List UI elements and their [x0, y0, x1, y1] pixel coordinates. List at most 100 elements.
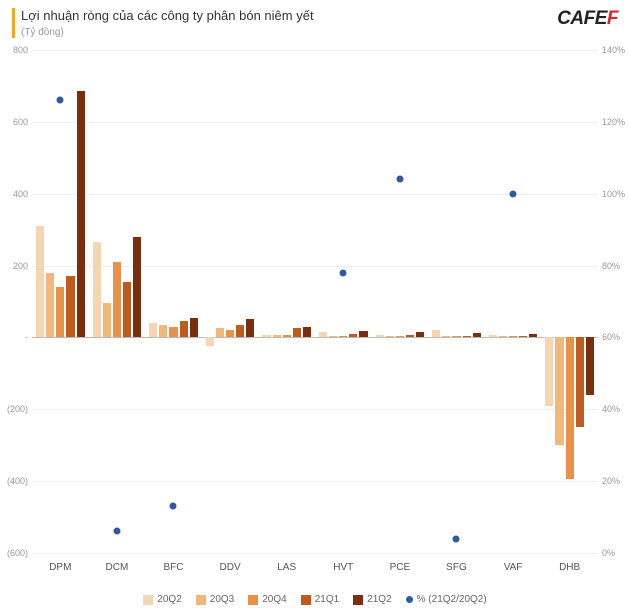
y-right-label: 140% — [602, 45, 628, 55]
bar — [36, 226, 44, 337]
y-right-label: 0% — [602, 548, 628, 558]
bar — [46, 273, 54, 338]
pct-dot — [340, 269, 347, 276]
bar-group — [145, 50, 202, 553]
bar — [273, 335, 281, 337]
bars — [432, 50, 481, 553]
bars — [36, 50, 85, 553]
bar — [206, 337, 214, 346]
bar-slot — [133, 50, 141, 553]
bar — [169, 327, 177, 337]
bar-slot — [473, 50, 481, 553]
bar-slot — [396, 50, 404, 553]
bar — [246, 319, 254, 337]
bar-slot — [246, 50, 254, 553]
bars — [262, 50, 311, 553]
bar-slot — [236, 50, 244, 553]
x-axis-label: HVT — [315, 562, 372, 573]
bar — [159, 325, 167, 338]
bar — [319, 332, 327, 337]
bar-slot — [416, 50, 424, 553]
bar — [519, 336, 527, 338]
y-right-label: 20% — [602, 476, 628, 486]
bar — [293, 328, 301, 337]
bar — [56, 287, 64, 337]
legend-item: 20Q3 — [196, 594, 234, 605]
bar — [66, 276, 74, 337]
legend-label: 21Q2 — [367, 594, 391, 605]
legend-label: 20Q4 — [262, 594, 286, 605]
bar — [416, 332, 424, 337]
y-left-label: 400 — [2, 189, 28, 199]
bar-slot — [273, 50, 281, 553]
bar-group — [315, 50, 372, 553]
bars — [376, 50, 425, 553]
y-left-label: (200) — [2, 404, 28, 414]
bar-slot — [77, 50, 85, 553]
bar-slot — [226, 50, 234, 553]
legend-swatch — [353, 595, 363, 605]
bar-slot — [442, 50, 450, 553]
bar-slot — [545, 50, 553, 553]
legend-item: 21Q1 — [301, 594, 339, 605]
bar-slot — [180, 50, 188, 553]
bar-group — [89, 50, 146, 553]
pct-dot — [57, 97, 64, 104]
bar-slot — [452, 50, 460, 553]
bar-slot — [216, 50, 224, 553]
bar-group — [541, 50, 598, 553]
bars — [149, 50, 198, 553]
bar-slot — [359, 50, 367, 553]
y-right-label: 60% — [602, 332, 628, 342]
bar — [529, 334, 537, 338]
bars — [545, 50, 594, 553]
bar-slot — [283, 50, 291, 553]
x-axis-label: DPM — [32, 562, 89, 573]
bars — [206, 50, 255, 553]
x-axis-label: SFG — [428, 562, 485, 573]
bar — [303, 327, 311, 338]
bar-slot — [149, 50, 157, 553]
chart-area: 800600400200-(200)(400)(600)140%120%100%… — [32, 50, 598, 553]
bar — [236, 325, 244, 338]
bar-slot — [555, 50, 563, 553]
x-axis-label: PCE — [372, 562, 429, 573]
bars — [319, 50, 368, 553]
bar — [432, 330, 440, 337]
bar-slot — [103, 50, 111, 553]
bar-slot — [159, 50, 167, 553]
legend-swatch — [248, 595, 258, 605]
bar — [123, 282, 131, 338]
bar — [77, 91, 85, 337]
bar-slot — [56, 50, 64, 553]
pct-dot — [510, 190, 517, 197]
bar-slot — [489, 50, 497, 553]
bar — [349, 334, 357, 338]
bar — [463, 336, 471, 338]
bar — [190, 318, 198, 338]
bars — [489, 50, 538, 553]
bar-group — [428, 50, 485, 553]
legend-label: 21Q1 — [315, 594, 339, 605]
cafef-logo: CAFEF — [557, 8, 618, 30]
bar — [566, 337, 574, 479]
legend-swatch — [301, 595, 311, 605]
bar — [406, 335, 414, 338]
y-right-label: 120% — [602, 117, 628, 127]
y-left-label: (400) — [2, 476, 28, 486]
bar-slot — [529, 50, 537, 553]
legend-label: 20Q2 — [157, 594, 181, 605]
chart-title: Lợi nhuận ròng của các công ty phân bón … — [21, 8, 314, 25]
bar — [576, 337, 584, 427]
bar-group — [485, 50, 542, 553]
y-left-label: 800 — [2, 45, 28, 55]
bar-slot — [586, 50, 594, 553]
legend: 20Q2 20Q3 20Q4 21Q1 21Q2 % (21Q2/20Q2) — [0, 594, 630, 605]
legend-label: % (21Q2/20Q2) — [417, 594, 487, 605]
legend-item: 20Q2 — [143, 594, 181, 605]
bar — [359, 331, 367, 337]
x-axis-label: DDV — [202, 562, 259, 573]
legend-item: 21Q2 — [353, 594, 391, 605]
bar — [180, 321, 188, 337]
bar-slot — [376, 50, 384, 553]
